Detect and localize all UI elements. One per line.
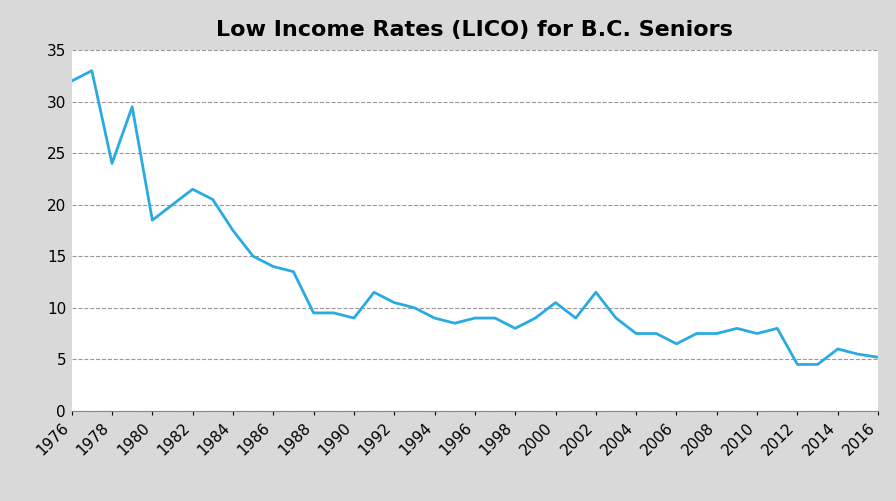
Title: Low Income Rates (LICO) for B.C. Seniors: Low Income Rates (LICO) for B.C. Seniors [217, 20, 733, 40]
